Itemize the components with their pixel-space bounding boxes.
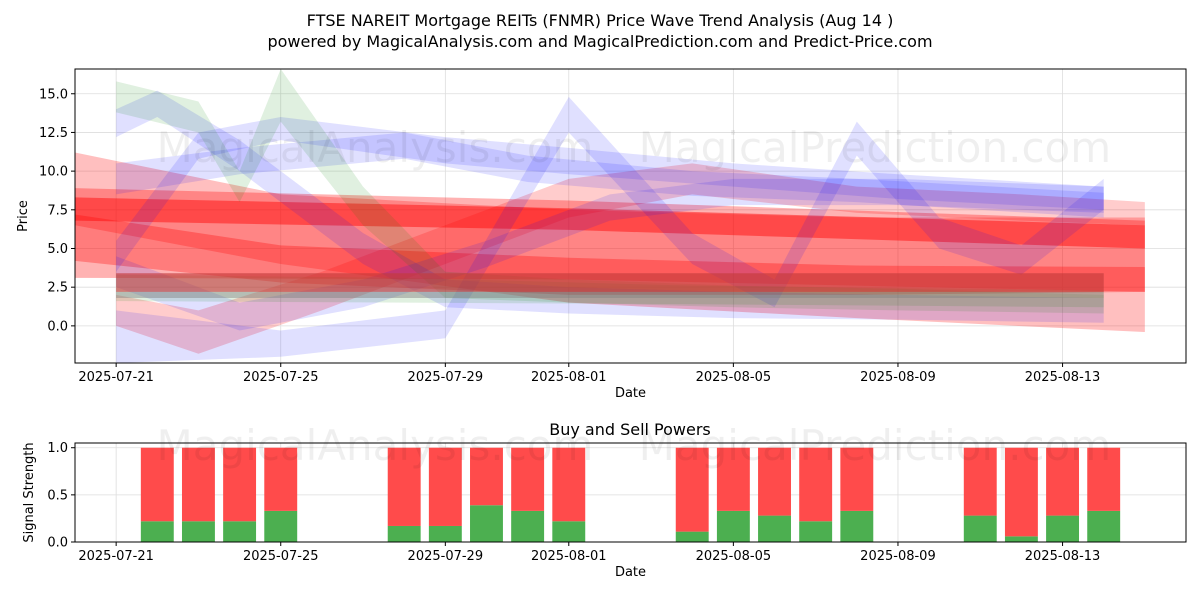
price-x-tick-label: 2025-07-29 xyxy=(408,370,484,385)
buy-power-bar xyxy=(511,510,545,542)
signal-watermark-1: MagicalAnalysis.com xyxy=(157,421,594,470)
wave-band-7 xyxy=(116,116,1104,272)
price-y-tick-label: 10.0 xyxy=(39,165,68,180)
sell-power-bar xyxy=(223,447,257,522)
signal-x-tick-label: 2025-07-29 xyxy=(408,549,484,564)
buy-power-bar xyxy=(387,525,421,542)
buy-power-bar xyxy=(963,515,997,542)
wave-band-4 xyxy=(75,214,1145,295)
price-y-tick-label: 12.5 xyxy=(39,126,68,141)
wave-band-3 xyxy=(75,197,1145,249)
wave-band-5 xyxy=(116,163,1145,354)
buy-power-bar xyxy=(799,521,833,542)
signal-x-tick-label: 2025-08-09 xyxy=(860,549,936,564)
price-watermark-1: MagicalAnalysis.com xyxy=(157,123,594,172)
buy-power-bar xyxy=(1004,536,1038,542)
sell-power-bar xyxy=(511,447,545,511)
buy-power-bar xyxy=(1087,510,1121,542)
wave-band-14 xyxy=(116,273,1104,292)
signal-x-tick-label: 2025-07-25 xyxy=(243,549,319,564)
wave-band-8 xyxy=(116,96,1104,363)
sell-power-bar xyxy=(963,447,997,516)
buy-power-bar xyxy=(675,531,709,542)
signal-axes-frame xyxy=(74,442,1187,543)
signal-y-axis-label: Signal Strength xyxy=(22,442,37,542)
buy-power-bar xyxy=(716,510,750,542)
price-x-tick-label: 2025-07-25 xyxy=(243,370,319,385)
sell-power-bar xyxy=(840,447,874,511)
chart-title: FTSE NAREIT Mortgage REITs (FNMR) Price … xyxy=(307,11,894,30)
sell-power-bar xyxy=(140,447,174,522)
price-x-tick-label: 2025-08-09 xyxy=(860,370,936,385)
buy-power-bar xyxy=(470,505,503,542)
price-y-tick-label: 5.0 xyxy=(47,242,68,257)
buy-power-bar xyxy=(758,515,791,542)
wave-band-10 xyxy=(116,132,1104,218)
wave-band-9 xyxy=(116,178,1104,331)
signal-y-tick-label: 0.0 xyxy=(47,536,68,551)
wave-band-1 xyxy=(75,152,1145,333)
chart-subtitle: powered by MagicalAnalysis.com and Magic… xyxy=(267,32,932,51)
price-y-tick-label: 0.0 xyxy=(47,319,68,334)
signal-y-tick-label: 1.0 xyxy=(47,441,68,456)
signal-x-axis-label: Date xyxy=(615,565,646,580)
price-axes-frame xyxy=(74,68,1187,364)
wave-band-12 xyxy=(116,274,1104,308)
price-y-tick-label: 7.5 xyxy=(47,203,68,218)
sell-power-bar xyxy=(387,447,421,526)
sell-power-bar xyxy=(470,447,503,506)
price-x-tick-label: 2025-07-21 xyxy=(78,370,154,385)
buy-power-bar xyxy=(552,521,586,542)
buy-power-bar xyxy=(428,525,462,542)
price-wave-bands xyxy=(75,69,1145,363)
buy-power-bar xyxy=(264,510,298,542)
buy-power-bar xyxy=(181,521,215,542)
wave-band-13 xyxy=(116,273,1104,299)
sell-power-bar xyxy=(1046,447,1080,516)
sell-power-bar xyxy=(758,447,791,516)
price-y-axis-label: Price xyxy=(16,200,31,232)
sell-power-bar xyxy=(552,447,586,522)
buy-power-bar xyxy=(1046,515,1080,542)
bar-chart-title: Buy and Sell Powers xyxy=(549,420,711,439)
wave-band-2 xyxy=(75,188,1145,292)
signal-x-tick-label: 2025-08-01 xyxy=(531,549,607,564)
sell-power-bar xyxy=(181,447,215,522)
sell-power-bar xyxy=(1087,447,1121,511)
signal-x-tick-label: 2025-08-05 xyxy=(696,549,772,564)
sell-power-bar xyxy=(428,447,462,526)
buy-power-bar xyxy=(140,521,174,542)
price-y-tick-label: 15.0 xyxy=(39,87,68,102)
price-x-tick-label: 2025-08-13 xyxy=(1025,370,1101,385)
sell-power-bar xyxy=(799,447,833,522)
price-x-tick-label: 2025-08-05 xyxy=(696,370,772,385)
buy-sell-power-plot: MagicalAnalysis.com MagicalPrediction.com… xyxy=(22,421,1187,580)
price-x-axis-label: Date xyxy=(615,386,646,401)
price-y-tick-label: 2.5 xyxy=(47,281,68,296)
sell-power-bar xyxy=(264,447,298,511)
price-wave-plot: MagicalAnalysis.com MagicalPrediction.com… xyxy=(16,68,1187,401)
price-x-tick-label: 2025-08-01 xyxy=(531,370,607,385)
signal-x-tick-label: 2025-08-13 xyxy=(1025,549,1101,564)
buy-power-bar xyxy=(223,521,257,542)
signal-watermark-2: MagicalPrediction.com xyxy=(639,421,1112,470)
signal-x-tick-label: 2025-07-21 xyxy=(78,549,154,564)
price-watermark-2: MagicalPrediction.com xyxy=(639,123,1112,172)
signal-y-tick-label: 0.5 xyxy=(47,488,68,503)
sell-power-bar xyxy=(716,447,750,511)
sell-power-bar xyxy=(675,447,709,532)
buy-power-bar xyxy=(840,510,874,542)
sell-power-bar xyxy=(1004,447,1038,537)
wave-band-6 xyxy=(116,90,1104,323)
